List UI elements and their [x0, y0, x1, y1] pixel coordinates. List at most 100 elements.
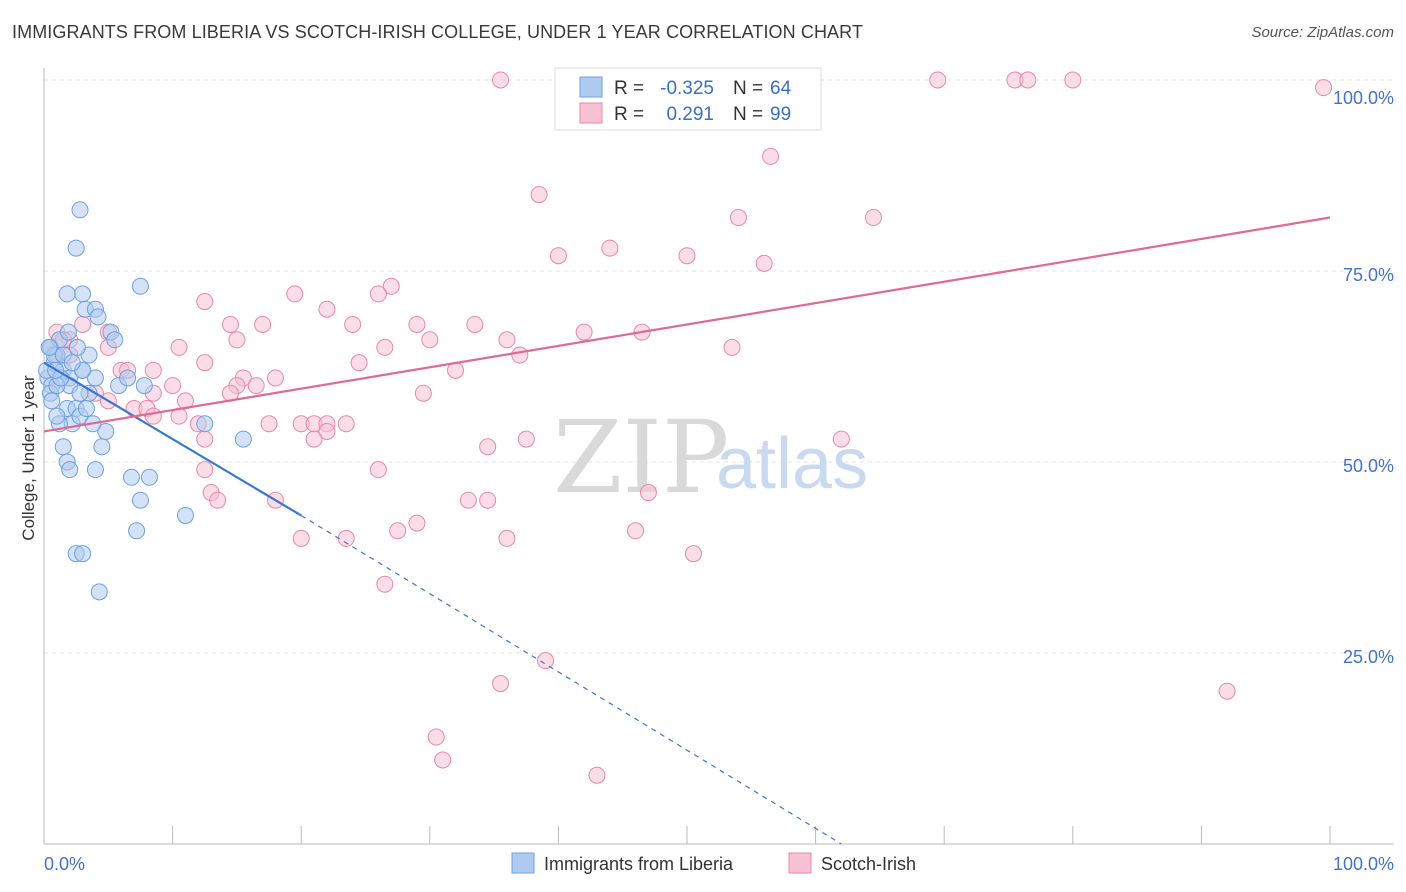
scotch-irish-point-79: [639, 484, 657, 502]
scotch-irish-point-0: [492, 71, 510, 89]
scotch-irish-point-31: [228, 331, 246, 349]
liberia-point-27: [106, 331, 124, 349]
scotch-irish-point-20: [196, 293, 214, 311]
y-tick-label-25: 25.0%: [1343, 647, 1394, 667]
scotch-irish-point-72: [196, 461, 214, 479]
scotch-irish-point-43: [144, 361, 162, 379]
scotch-irish-point-21: [221, 315, 239, 333]
scotch-irish-point-70: [479, 438, 497, 456]
liberia-point-31: [71, 201, 89, 219]
x-tick-label-max: 100.0%: [1333, 854, 1394, 874]
scotch-irish-point-90: [1218, 682, 1236, 700]
liberia-point-28: [131, 277, 149, 295]
scotch-irish-point-53: [414, 384, 432, 402]
scotch-irish-point-8: [762, 147, 780, 165]
scotch-irish-point-30: [170, 338, 188, 356]
scotch-irish-point-73: [369, 461, 387, 479]
scotch-irish-point-12: [549, 247, 567, 265]
legend-n-label-2: N =: [733, 104, 763, 125]
liberia-point-42: [234, 430, 252, 448]
liberia-point-15: [54, 438, 72, 456]
scotch-irish-point-68: [196, 430, 214, 448]
scotch-irish-point-22: [254, 315, 272, 333]
scotch-irish-point-44: [196, 354, 214, 372]
scotch-irish-point-24: [408, 315, 426, 333]
liberia-point-22: [74, 285, 92, 303]
scotch-irish-point-14: [678, 247, 696, 265]
liberia-point-58: [43, 392, 61, 410]
scotch-irish-point-34: [498, 331, 516, 349]
grid-lines: [44, 79, 1394, 654]
liberia-point-34: [135, 377, 153, 395]
x-tick-label-min: 0.0%: [44, 854, 85, 874]
y-tick-label-50: 50.0%: [1343, 456, 1394, 476]
scotch-irish-point-83: [292, 529, 310, 547]
liberia-point-54: [40, 338, 58, 356]
source-credit: Source: ZipAtlas.com: [1251, 24, 1394, 41]
scotch-irish-point-33: [421, 331, 439, 349]
y-tick-label-100: 100.0%: [1333, 88, 1394, 108]
trend-line-scotch-irish: [43, 216, 1331, 433]
liberia-point-35: [119, 369, 137, 387]
scotch-irish-point-18: [286, 285, 304, 303]
liberia-point-63: [77, 400, 95, 418]
scotch-irish-point-26: [575, 323, 593, 341]
scotch-irish-point-84: [337, 529, 355, 547]
liberia-point-36: [122, 468, 140, 486]
scotch-irish-point-88: [537, 652, 555, 670]
scotch-irish-point-86: [684, 545, 702, 563]
legend-r-value-liberia: -0.325: [660, 78, 714, 99]
legend-n-label-1: N =: [733, 78, 763, 99]
liberia-point-39: [128, 522, 146, 540]
scotch-irish-point-67: [305, 430, 323, 448]
liberia-point-44: [74, 545, 92, 563]
liberia-point-45: [90, 583, 108, 601]
scotch-irish-point-81: [389, 522, 407, 540]
liberia-point-49: [48, 407, 66, 425]
scotch-irish-point-65: [337, 415, 355, 433]
liberia-point-40: [176, 506, 194, 524]
liberia-point-19: [93, 438, 111, 456]
scotch-irish-point-91: [427, 728, 445, 746]
bottom-legend-swatch-scotch-irish: [788, 852, 812, 874]
trend-line-liberia: [43, 361, 302, 517]
scotch-irish-point-3: [929, 71, 947, 89]
liberia-point-14: [86, 369, 104, 387]
liberia-point-52: [63, 354, 81, 372]
scotch-irish-point-13: [601, 239, 619, 257]
trend-lines: [43, 216, 1331, 845]
liberia-point-61: [59, 323, 77, 341]
scotch-irish-point-15: [755, 254, 773, 272]
scotch-irish-point-37: [350, 354, 368, 372]
legend-r-value-scotch-irish: 0.291: [666, 104, 714, 125]
scotch-irish-point-10: [729, 209, 747, 227]
trend-line-liberia-extension: [300, 514, 842, 845]
y-tick-labels: 25.0% 50.0% 75.0% 100.0%: [1333, 88, 1394, 667]
scotch-irish-point-17: [369, 285, 387, 303]
scotch-irish-point-23: [344, 315, 362, 333]
scotch-irish-point-28: [74, 315, 92, 333]
scotch-irish-point-80: [408, 514, 426, 532]
legend-n-value-scotch-irish: 99: [770, 104, 791, 125]
liberia-point-18: [86, 461, 104, 479]
scotch-irish-point-6: [1064, 71, 1082, 89]
liberia-point-60: [68, 338, 86, 356]
y-axis-label: College, Under 1 year: [19, 375, 38, 541]
bottom-legend-swatch-liberia: [511, 852, 535, 874]
scotch-irish-point-35: [511, 346, 529, 364]
legend-swatch-liberia: [579, 76, 603, 98]
scotch-irish-point-56: [144, 407, 162, 425]
scotch-irish-point-89: [492, 675, 510, 693]
scotch-irish-point-77: [459, 491, 477, 509]
liberia-point-38: [131, 491, 149, 509]
liberia-point-20: [97, 422, 115, 440]
bottom-legend: Immigrants from Liberia Scotch-Irish: [511, 852, 916, 874]
scotch-irish-point-85: [498, 529, 516, 547]
scotch-irish-point-46: [266, 369, 284, 387]
bottom-legend-label-liberia: Immigrants from Liberia: [544, 854, 734, 874]
bottom-legend-label-scotch-irish: Scotch-Irish: [821, 854, 916, 874]
scotch-irish-point-61: [260, 415, 278, 433]
legend-swatch-scotch-irish: [579, 102, 603, 124]
liberia-point-37: [140, 468, 158, 486]
scotch-irish-point-11: [864, 209, 882, 227]
